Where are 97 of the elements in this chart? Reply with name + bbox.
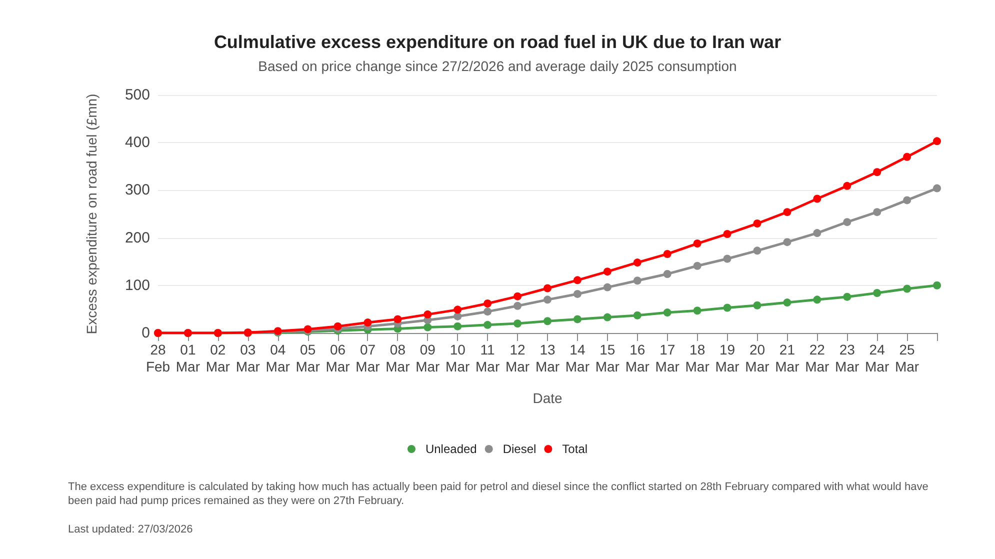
x-tick-label: 07 Mar bbox=[356, 342, 380, 374]
x-tick-label: 09 Mar bbox=[416, 342, 440, 374]
x-tick-label: 20 Mar bbox=[745, 342, 770, 374]
point bbox=[663, 270, 672, 278]
x-tick-label: 13 Mar bbox=[535, 342, 560, 374]
point bbox=[873, 289, 882, 298]
point bbox=[633, 311, 642, 320]
point bbox=[693, 306, 702, 315]
x-tick-label: 08 Mar bbox=[386, 342, 410, 374]
point bbox=[933, 137, 941, 146]
point bbox=[514, 319, 522, 328]
point bbox=[364, 318, 372, 327]
x-tick-label: 17 Mar bbox=[655, 342, 680, 374]
point bbox=[633, 258, 642, 267]
point bbox=[813, 229, 822, 238]
point bbox=[843, 218, 852, 226]
point bbox=[933, 184, 941, 192]
x-tick-label: 16 Mar bbox=[625, 342, 650, 374]
x-tick-label: 10 Mar bbox=[446, 342, 470, 374]
point bbox=[753, 301, 762, 310]
text: Last updated: 27/03/2026 bbox=[68, 524, 193, 536]
point bbox=[573, 315, 582, 324]
point bbox=[783, 238, 792, 246]
point bbox=[663, 308, 672, 317]
point bbox=[603, 283, 612, 292]
point bbox=[753, 246, 762, 255]
point bbox=[603, 313, 612, 322]
point bbox=[424, 323, 432, 332]
point bbox=[424, 310, 432, 318]
x-tick-label: 24 Mar bbox=[865, 342, 890, 374]
point bbox=[603, 268, 612, 276]
x-tick-label: 06 Mar bbox=[326, 342, 350, 374]
point bbox=[484, 299, 492, 308]
y-tick-label: 300 bbox=[124, 182, 150, 199]
point bbox=[544, 284, 552, 292]
x-tick-label: 21 Mar bbox=[775, 342, 800, 374]
legend-label: Total bbox=[562, 442, 588, 456]
chart-subtitle: Based on price change since 27/2/2026 and average daily 2025 consumption bbox=[258, 58, 737, 74]
x-tick-label: 15 Mar bbox=[595, 342, 620, 374]
point bbox=[903, 152, 912, 161]
point bbox=[573, 290, 582, 298]
point bbox=[514, 302, 522, 310]
y-tick-label: 500 bbox=[124, 86, 150, 104]
point bbox=[873, 208, 882, 216]
x-tick-label: 18 Mar bbox=[685, 342, 710, 374]
point bbox=[843, 182, 852, 190]
point bbox=[783, 208, 792, 216]
point bbox=[933, 281, 941, 290]
x-tick-label: 28 Feb bbox=[146, 342, 170, 374]
x-tick-label: 05 Mar bbox=[296, 342, 320, 374]
point bbox=[454, 306, 462, 314]
point bbox=[813, 296, 822, 304]
point bbox=[544, 317, 552, 326]
x-tick-label: 23 Mar bbox=[835, 342, 860, 374]
point bbox=[753, 220, 762, 228]
point bbox=[514, 292, 522, 300]
x-tick-label: 01 Mar bbox=[176, 342, 200, 374]
point bbox=[723, 254, 732, 263]
point bbox=[573, 276, 582, 284]
point bbox=[873, 168, 882, 176]
point bbox=[843, 292, 852, 301]
point bbox=[723, 304, 732, 312]
point bbox=[903, 284, 912, 293]
point bbox=[903, 196, 912, 204]
point bbox=[663, 250, 672, 258]
x-tick-label: 19 Mar bbox=[715, 342, 740, 374]
text: The excess expenditure is calculated by taking how much has actually been paid for petrol and diesel since the conflict started on 28th February compared with what would have been paid had pump prices remained as they were on 27th February. bbox=[68, 481, 932, 507]
point bbox=[693, 262, 702, 270]
y-tick-label: 0 bbox=[142, 324, 150, 342]
point bbox=[723, 230, 732, 238]
y-tick-label: 100 bbox=[124, 276, 150, 294]
x-tick-label: 02 Mar bbox=[206, 342, 230, 374]
y-axis-title: Excess expenditure on road fuel (£mn) bbox=[84, 94, 100, 334]
legend-label: Diesel bbox=[502, 442, 536, 456]
point bbox=[484, 308, 492, 316]
x-tick-label: 03 Mar bbox=[236, 342, 260, 374]
point bbox=[334, 322, 342, 330]
point bbox=[813, 194, 822, 203]
x-tick-label: 14 Mar bbox=[565, 342, 590, 374]
y-tick-label: 400 bbox=[124, 134, 150, 152]
point bbox=[544, 296, 552, 304]
x-tick-label: 12 Mar bbox=[505, 342, 530, 374]
point bbox=[633, 276, 642, 285]
point bbox=[693, 240, 702, 248]
point bbox=[454, 322, 462, 330]
legend-label: Unleaded bbox=[425, 442, 477, 456]
y-tick-label: 200 bbox=[124, 229, 150, 246]
x-tick-label: 11 Mar bbox=[476, 342, 500, 374]
point bbox=[484, 320, 492, 329]
point bbox=[783, 298, 792, 307]
x-tick-label: 04 Mar bbox=[266, 342, 290, 374]
chart-title: Culmulative excess expenditure on road fuel in UK due to Iran war bbox=[214, 32, 782, 52]
x-tick-label: 25 Mar bbox=[894, 342, 920, 374]
x-tick-label: 22 Mar bbox=[805, 342, 830, 374]
x-axis-title: Date bbox=[532, 390, 562, 406]
point bbox=[454, 312, 462, 320]
point bbox=[394, 315, 402, 324]
